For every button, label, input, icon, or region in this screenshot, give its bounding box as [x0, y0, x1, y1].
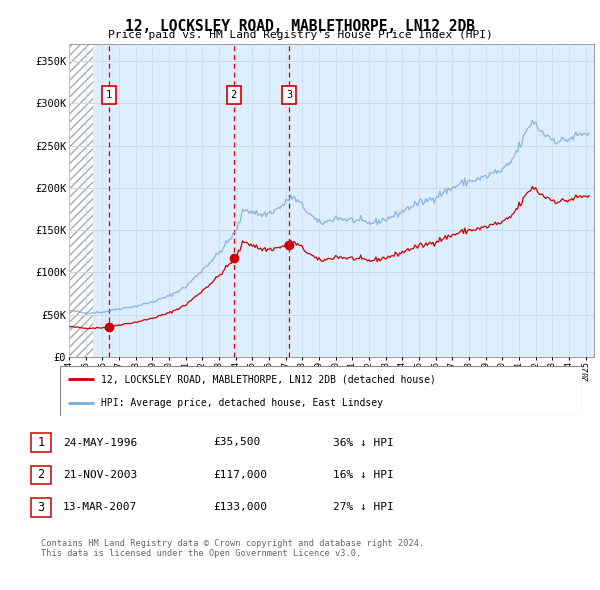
Text: 12, LOCKSLEY ROAD, MABLETHORPE, LN12 2DB (detached house): 12, LOCKSLEY ROAD, MABLETHORPE, LN12 2DB…: [101, 374, 436, 384]
Text: 2: 2: [231, 90, 237, 100]
Text: 3: 3: [37, 501, 44, 514]
Text: 27% ↓ HPI: 27% ↓ HPI: [333, 503, 394, 512]
Text: 16% ↓ HPI: 16% ↓ HPI: [333, 470, 394, 480]
Text: 24-MAY-1996: 24-MAY-1996: [63, 438, 137, 447]
Text: 2: 2: [37, 468, 44, 481]
Text: 36% ↓ HPI: 36% ↓ HPI: [333, 438, 394, 447]
Text: 12, LOCKSLEY ROAD, MABLETHORPE, LN12 2DB: 12, LOCKSLEY ROAD, MABLETHORPE, LN12 2DB: [125, 19, 475, 34]
Text: £117,000: £117,000: [213, 470, 267, 480]
Text: HPI: Average price, detached house, East Lindsey: HPI: Average price, detached house, East…: [101, 398, 383, 408]
Text: £35,500: £35,500: [213, 438, 260, 447]
Text: 1: 1: [37, 436, 44, 449]
Text: 13-MAR-2007: 13-MAR-2007: [63, 503, 137, 512]
Text: £133,000: £133,000: [213, 503, 267, 512]
Text: Contains HM Land Registry data © Crown copyright and database right 2024.: Contains HM Land Registry data © Crown c…: [41, 539, 424, 548]
Text: 21-NOV-2003: 21-NOV-2003: [63, 470, 137, 480]
Text: 1: 1: [106, 90, 112, 100]
Text: This data is licensed under the Open Government Licence v3.0.: This data is licensed under the Open Gov…: [41, 549, 361, 558]
Text: Price paid vs. HM Land Registry's House Price Index (HPI): Price paid vs. HM Land Registry's House …: [107, 30, 493, 40]
FancyBboxPatch shape: [60, 366, 582, 416]
Text: 3: 3: [286, 90, 292, 100]
